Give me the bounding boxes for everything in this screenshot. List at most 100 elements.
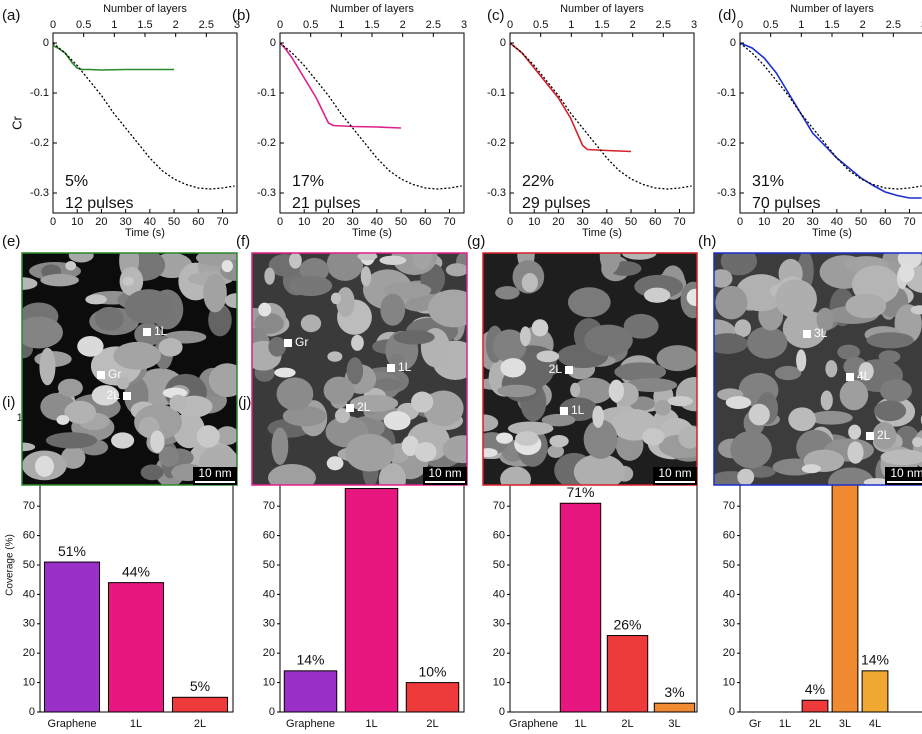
x-tick-label: 10 [758, 216, 770, 228]
bar [653, 702, 696, 713]
marker [866, 432, 874, 440]
y-tick-label: 50 [23, 559, 35, 571]
stm-island-top [383, 411, 411, 431]
stm-island-top [169, 394, 188, 412]
stm-island-top [788, 407, 816, 432]
y-tick-label: 70 [493, 500, 505, 512]
scale-bar-label: 10 nm [890, 466, 922, 480]
stm-island-top [847, 441, 864, 464]
marker [97, 371, 105, 379]
y-tick-label: 60 [493, 530, 505, 542]
y-tick-label: 60 [23, 530, 35, 542]
y-tick-label: 50 [493, 559, 505, 571]
x2-tick-label: 2.5 [199, 19, 214, 31]
stm-island [715, 285, 748, 320]
stm-island-top [330, 292, 341, 305]
stm-island-top [592, 405, 605, 428]
stm-island-top [22, 442, 36, 452]
y-tick-label: 30 [263, 618, 275, 630]
value-label: 71% [566, 484, 594, 500]
y-tick-label: 40 [723, 588, 735, 600]
y-tick-label: -0.3 [487, 187, 506, 199]
stm-content [22, 253, 237, 485]
x2-tick-label: 0.5 [763, 19, 778, 31]
stm-island-top [221, 260, 233, 273]
x-tick-label: 30 [807, 216, 819, 228]
stm-island [140, 464, 164, 481]
x2-tick-label: 1.5 [594, 19, 609, 31]
y-tick-label: -0.1 [487, 87, 506, 99]
marker [346, 404, 354, 412]
x-tick-label: 0 [50, 216, 56, 228]
y-tick-label: 20 [493, 647, 505, 659]
stm-image [714, 253, 922, 485]
x2-tick-label: 1.5 [364, 19, 379, 31]
y-tick-label: 10 [23, 677, 35, 689]
stm-island-top [863, 478, 890, 485]
stm-island [378, 463, 406, 485]
bar [171, 696, 229, 713]
bar [107, 582, 165, 713]
marker-label: 1L [571, 403, 585, 417]
x-tick-label: 30 [577, 216, 589, 228]
x-tick-label: Graphene [509, 718, 558, 730]
stm-island [714, 333, 749, 354]
stm-island-top [496, 432, 513, 444]
stm-island [64, 400, 96, 424]
annotation: 29 pulses [522, 195, 591, 212]
x-tick-label: 70 [216, 216, 228, 228]
marker-label: 1L [154, 324, 168, 338]
marker [284, 339, 292, 347]
stm-island [584, 324, 633, 356]
x2-tick-label: 0.5 [303, 19, 318, 31]
x-axis-label: Time (s) [812, 227, 852, 239]
stm-image [252, 253, 467, 485]
y-tick-label: 0 [730, 37, 736, 49]
x-tick-label: 10 [71, 216, 83, 228]
y-tick-label: -0.3 [717, 187, 736, 199]
x-axis-label: Time (s) [125, 227, 165, 239]
marker-label: 3L [814, 326, 828, 340]
y-tick-label: 30 [723, 618, 735, 630]
stm-island [336, 287, 355, 317]
x2-tick-label: 2.5 [426, 19, 441, 31]
stm-island-top [326, 456, 344, 471]
stm-island [288, 275, 333, 297]
y-tick-label: 10 [263, 677, 275, 689]
stm-island [22, 277, 38, 290]
x-tick-label: 60 [419, 216, 431, 228]
x-tick-label: 1L [365, 718, 377, 730]
y-tick-label: 60 [723, 530, 735, 542]
stm-island [816, 307, 834, 332]
y-tick-label: 20 [723, 647, 735, 659]
stm-island-top [158, 338, 183, 357]
x2-tick-label: 1 [338, 19, 344, 31]
x-tick-label: 60 [879, 216, 891, 228]
y-tick-label: -0.2 [30, 137, 49, 149]
scale-bar-bg [193, 467, 237, 485]
stm-island-top [116, 376, 130, 390]
stm-island-top [327, 351, 343, 362]
annotation: 21 pulses [292, 195, 361, 212]
stm-island-top [519, 326, 531, 347]
x-tick-label: 50 [855, 216, 867, 228]
x2-axis-label: Number of layers [560, 3, 644, 15]
marker-label: Gr [108, 367, 121, 381]
x-tick-label: 70 [903, 216, 915, 228]
y-tick-label: -0.3 [257, 187, 276, 199]
value-label: 10% [418, 663, 446, 679]
stm-island-top [536, 350, 560, 363]
stm-island-top [521, 273, 538, 293]
stm-island [208, 363, 237, 397]
scale-bar-label: 10 nm [428, 466, 461, 480]
x-tick-label: 40 [601, 216, 613, 228]
panel-label: (c) [487, 7, 505, 24]
x-tick-label: Graphene [48, 718, 97, 730]
stm-island-top [796, 349, 807, 372]
x2-tick-label: 2.5 [886, 19, 901, 31]
x-tick-label: 0 [507, 216, 513, 228]
stm-island [507, 421, 554, 436]
y-tick-label: -0.3 [30, 187, 49, 199]
stm-island-top [801, 464, 821, 474]
stm-island [573, 377, 613, 404]
